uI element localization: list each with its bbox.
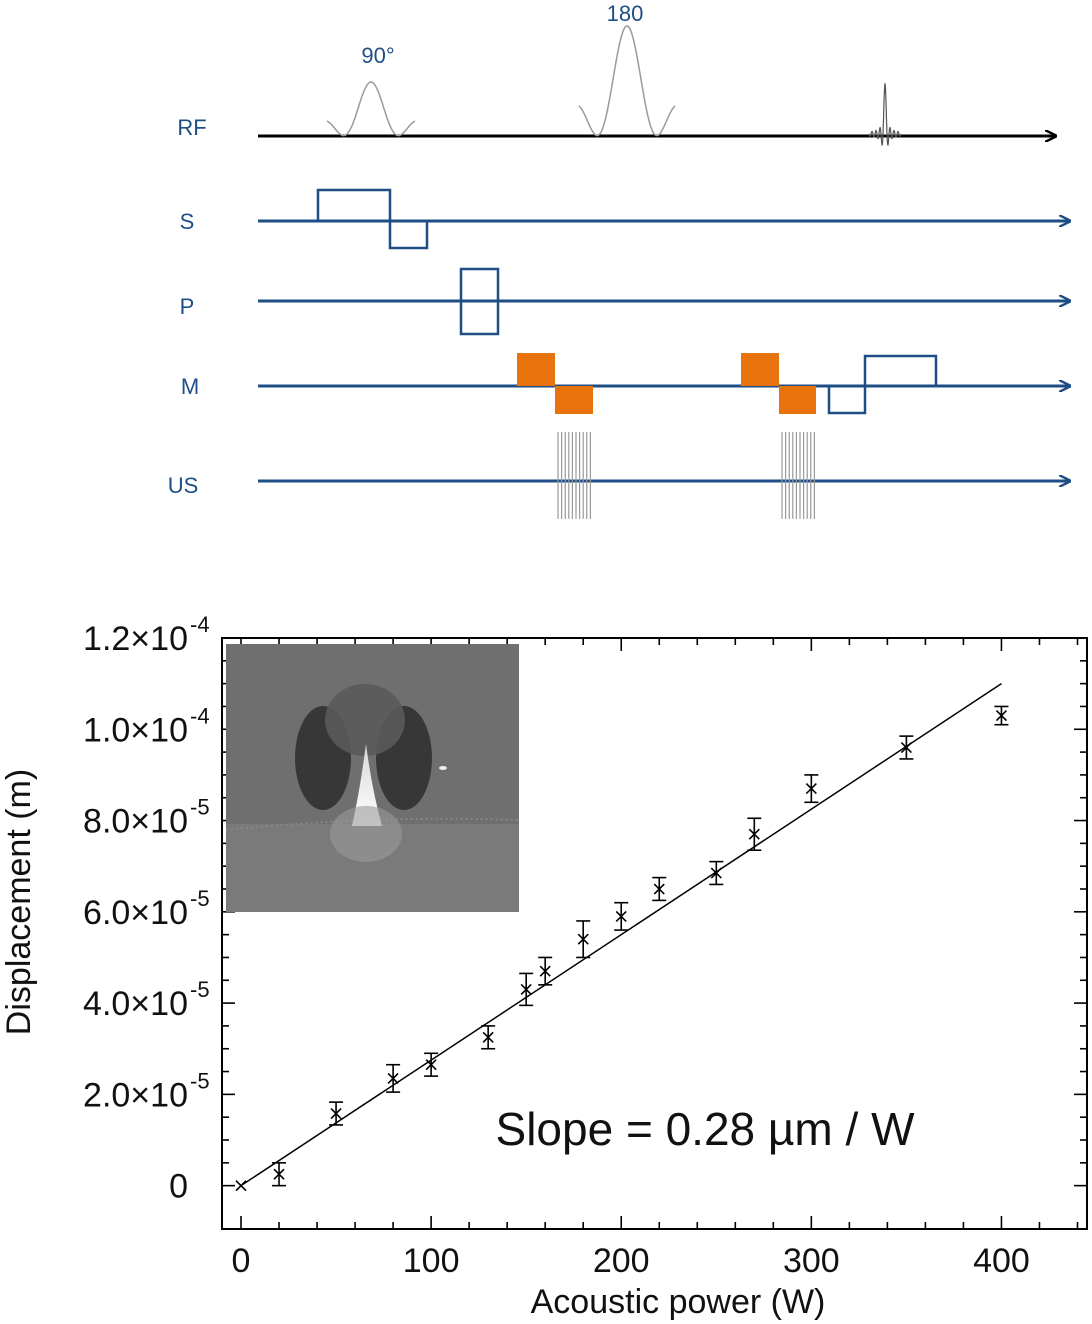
slope-annotation: Slope = 0.28 µm / W [496, 1103, 916, 1155]
msg-lobe-1b [555, 386, 593, 414]
data-point [804, 774, 819, 804]
inset-displacement-map [225, 644, 520, 912]
y-tick-exponent: -5 [190, 1068, 210, 1093]
s-gradient-lobe-positive [316, 188, 392, 223]
fit-line [240, 683, 1002, 1187]
rf-90-pulse [326, 81, 416, 137]
y-tick-label: 2.0×10 [83, 1076, 188, 1114]
data-point [614, 901, 629, 931]
data-point [576, 920, 591, 959]
data-points [235, 705, 1009, 1192]
x-tick-label: 100 [403, 1242, 460, 1280]
data-point [386, 1063, 401, 1093]
data-point [272, 1162, 287, 1187]
pulse-sequence-diagram: RF S P M US 90° 180 [168, 1, 1070, 519]
x-tick-label: 300 [783, 1242, 840, 1280]
ultrasound-burst-2 [781, 432, 816, 519]
x-tick-labels: 0 100 200 300 400 [232, 1242, 1030, 1280]
y-tick-exponent: -4 [190, 703, 210, 728]
x-tick-label: 200 [593, 1242, 650, 1280]
y-tick-label: 1.0×10 [83, 711, 188, 749]
data-point [424, 1052, 439, 1077]
y-axis-label: Displacement (m) [0, 769, 38, 1035]
rf-180-label: 180 [607, 1, 644, 26]
s-gradient-lobe-negative [388, 219, 429, 250]
data-point [994, 705, 1009, 726]
y-tick-label: 1.2×10 [83, 620, 188, 658]
rf-90-label: 90° [361, 43, 394, 68]
m-readout-lobe-negative [827, 384, 867, 415]
ultrasound-burst-1 [557, 432, 592, 519]
channel-label-s: S [180, 209, 195, 234]
y-tick-exponent: -4 [190, 612, 210, 637]
y-tick-exponent: -5 [190, 795, 210, 820]
data-point [709, 860, 724, 886]
rf-180-pulse [578, 25, 676, 137]
x-axis-label: Acoustic power (W) [531, 1283, 826, 1321]
x-tick-label: 0 [232, 1242, 251, 1280]
y-tick-labels: 02.0×10 -54.0×10 -56.0×10 -58.0×10 -51.0×10-… [83, 612, 210, 1206]
data-point [538, 956, 553, 986]
displacement-chart: 0 100 200 300 400 02.0×10 -54.0×10 -56.0×10 -58… [0, 612, 1088, 1321]
channel-label-us: US [168, 473, 199, 498]
channel-label-m: M [181, 374, 199, 399]
m-readout-lobe-positive [863, 354, 938, 388]
data-point [652, 876, 667, 902]
p-gradient-lobe [459, 267, 500, 336]
data-point [519, 972, 534, 1007]
msg-lobe-2a [741, 353, 779, 386]
data-point [235, 1180, 247, 1192]
y-tick-label: 0 [169, 1168, 188, 1206]
y-tick-label: 6.0×10 [83, 894, 188, 932]
plot-frame [221, 637, 1088, 1230]
y-tick-label: 4.0×10 [83, 985, 188, 1023]
channel-label-rf: RF [177, 115, 206, 140]
channel-label-p: P [180, 294, 195, 319]
data-point [329, 1101, 344, 1126]
data-point [899, 735, 914, 760]
rf-echo-signal [868, 82, 902, 147]
y-tick-exponent: -5 [190, 886, 210, 911]
y-tick-label: 8.0×10 [83, 803, 188, 841]
x-tick-label: 400 [973, 1242, 1030, 1280]
y-tick-exponent: -5 [190, 977, 210, 1002]
msg-lobe-1a [517, 353, 555, 386]
data-point [747, 817, 762, 852]
msg-lobe-2b [779, 386, 816, 414]
data-point [481, 1025, 496, 1050]
